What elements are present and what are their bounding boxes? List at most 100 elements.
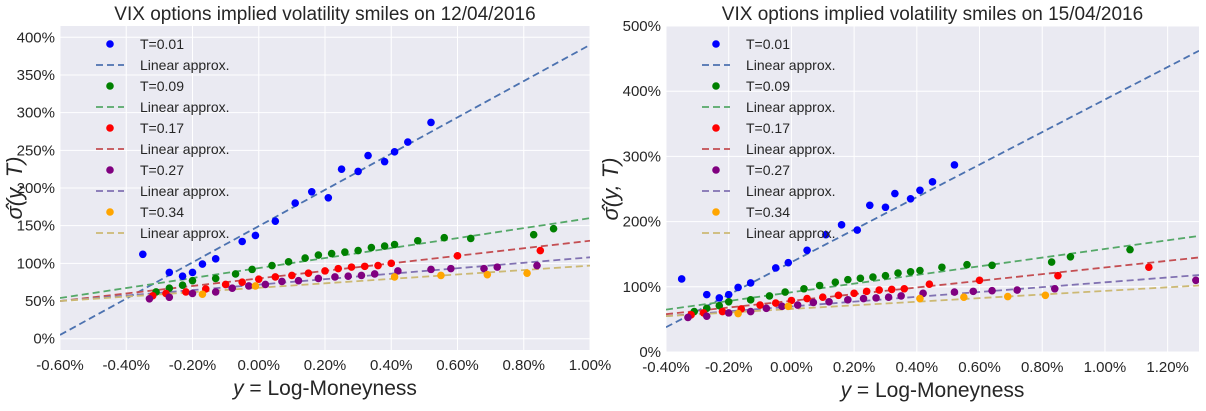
x-tick-label: -0.20% <box>169 357 217 374</box>
data-point <box>897 292 905 300</box>
legend-label: Linear approx. <box>746 183 836 199</box>
data-point <box>198 290 207 299</box>
data-point <box>390 273 399 281</box>
data-point <box>960 293 968 302</box>
data-point <box>1192 276 1199 285</box>
data-point <box>380 242 389 250</box>
data-point <box>480 264 488 273</box>
data-point <box>916 186 924 195</box>
data-point <box>831 278 840 287</box>
data-point <box>211 288 220 296</box>
data-point <box>950 288 959 296</box>
y-tick-label: 250% <box>17 142 55 159</box>
x-tick-label: 0.00% <box>770 359 813 376</box>
data-point <box>427 118 435 127</box>
data-point <box>238 278 246 286</box>
data-point <box>715 294 724 302</box>
data-point <box>466 234 475 243</box>
data-point <box>850 289 858 298</box>
data-point <box>856 274 865 283</box>
data-point <box>872 294 880 302</box>
x-tick-label: 1.20% <box>1146 359 1189 376</box>
legend-label: Linear approx. <box>746 99 836 115</box>
data-point <box>337 165 346 173</box>
legend-label: T=0.09 <box>140 78 184 94</box>
y-tick-label: 400% <box>17 29 55 46</box>
linear-approx-line <box>666 284 1199 318</box>
legend-label: Linear approx. <box>140 225 230 241</box>
data-point <box>677 275 686 283</box>
data-point <box>493 263 502 271</box>
data-point <box>304 269 313 277</box>
data-point <box>1066 253 1075 261</box>
data-point <box>724 290 733 299</box>
linear-approx-line <box>60 44 590 336</box>
y-tick-label: 100% <box>623 279 661 296</box>
y-tick-label: 500% <box>623 18 661 35</box>
x-tick-label: 1.00% <box>1084 359 1127 376</box>
data-point <box>894 269 902 277</box>
data-point <box>307 187 316 196</box>
data-point <box>231 270 240 278</box>
data-point <box>357 271 366 280</box>
data-point <box>284 258 293 266</box>
data-point <box>437 271 445 280</box>
data-point <box>1054 271 1062 280</box>
data-point <box>413 236 422 245</box>
data-point <box>536 246 545 255</box>
data-point <box>178 281 187 290</box>
data-point <box>182 288 190 296</box>
data-point <box>367 243 376 252</box>
data-point <box>715 301 724 310</box>
data-point <box>925 280 934 288</box>
legend-label: T=0.01 <box>140 36 184 52</box>
data-point <box>533 261 541 270</box>
data-point <box>869 273 877 281</box>
data-point <box>746 279 755 287</box>
data-point <box>1050 284 1059 293</box>
legend-label: Linear approx. <box>140 57 230 73</box>
data-point <box>771 264 780 272</box>
data-point <box>453 252 462 260</box>
y-tick-label: 350% <box>17 67 55 84</box>
legend-marker <box>712 166 720 174</box>
data-point <box>387 259 396 268</box>
data-point <box>427 265 435 274</box>
data-point <box>291 199 299 207</box>
data-point <box>771 299 780 307</box>
data-point <box>865 201 874 210</box>
data-point <box>301 254 309 262</box>
data-point <box>245 282 253 290</box>
y-tick-label: 300% <box>623 148 661 165</box>
plot-area <box>666 49 1199 329</box>
data-point <box>916 266 924 275</box>
linear-approx-line <box>60 264 590 302</box>
data-point <box>724 297 733 306</box>
data-point <box>734 309 742 318</box>
data-point <box>969 287 978 296</box>
x-axis-label: y = Log-Moneyness <box>231 377 417 400</box>
data-point <box>188 289 197 298</box>
x-tick-label: 0.20% <box>304 357 347 374</box>
y-tick-label: 100% <box>17 255 55 272</box>
legend-marker <box>712 124 720 132</box>
data-point <box>228 284 237 293</box>
legend-label: Linear approx. <box>746 225 836 241</box>
data-point <box>447 264 455 273</box>
data-point <box>702 312 711 320</box>
x-tick-label: 0.80% <box>1021 359 1064 376</box>
y-axis-label: σ̂(y, T) <box>2 157 27 220</box>
y-tick-label: 400% <box>623 83 661 100</box>
y-tick-label: 0% <box>33 331 55 348</box>
legend-label: Linear approx. <box>140 141 230 157</box>
legend-label: T=0.27 <box>140 162 184 178</box>
data-point <box>198 260 207 268</box>
data-point <box>756 301 764 309</box>
legend-label: T=0.27 <box>746 162 790 178</box>
data-point <box>278 277 286 286</box>
data-point <box>834 291 843 300</box>
legend-label: Linear approx. <box>140 99 230 115</box>
data-point <box>327 249 336 258</box>
data-point <box>334 264 343 273</box>
data-point <box>324 193 333 202</box>
